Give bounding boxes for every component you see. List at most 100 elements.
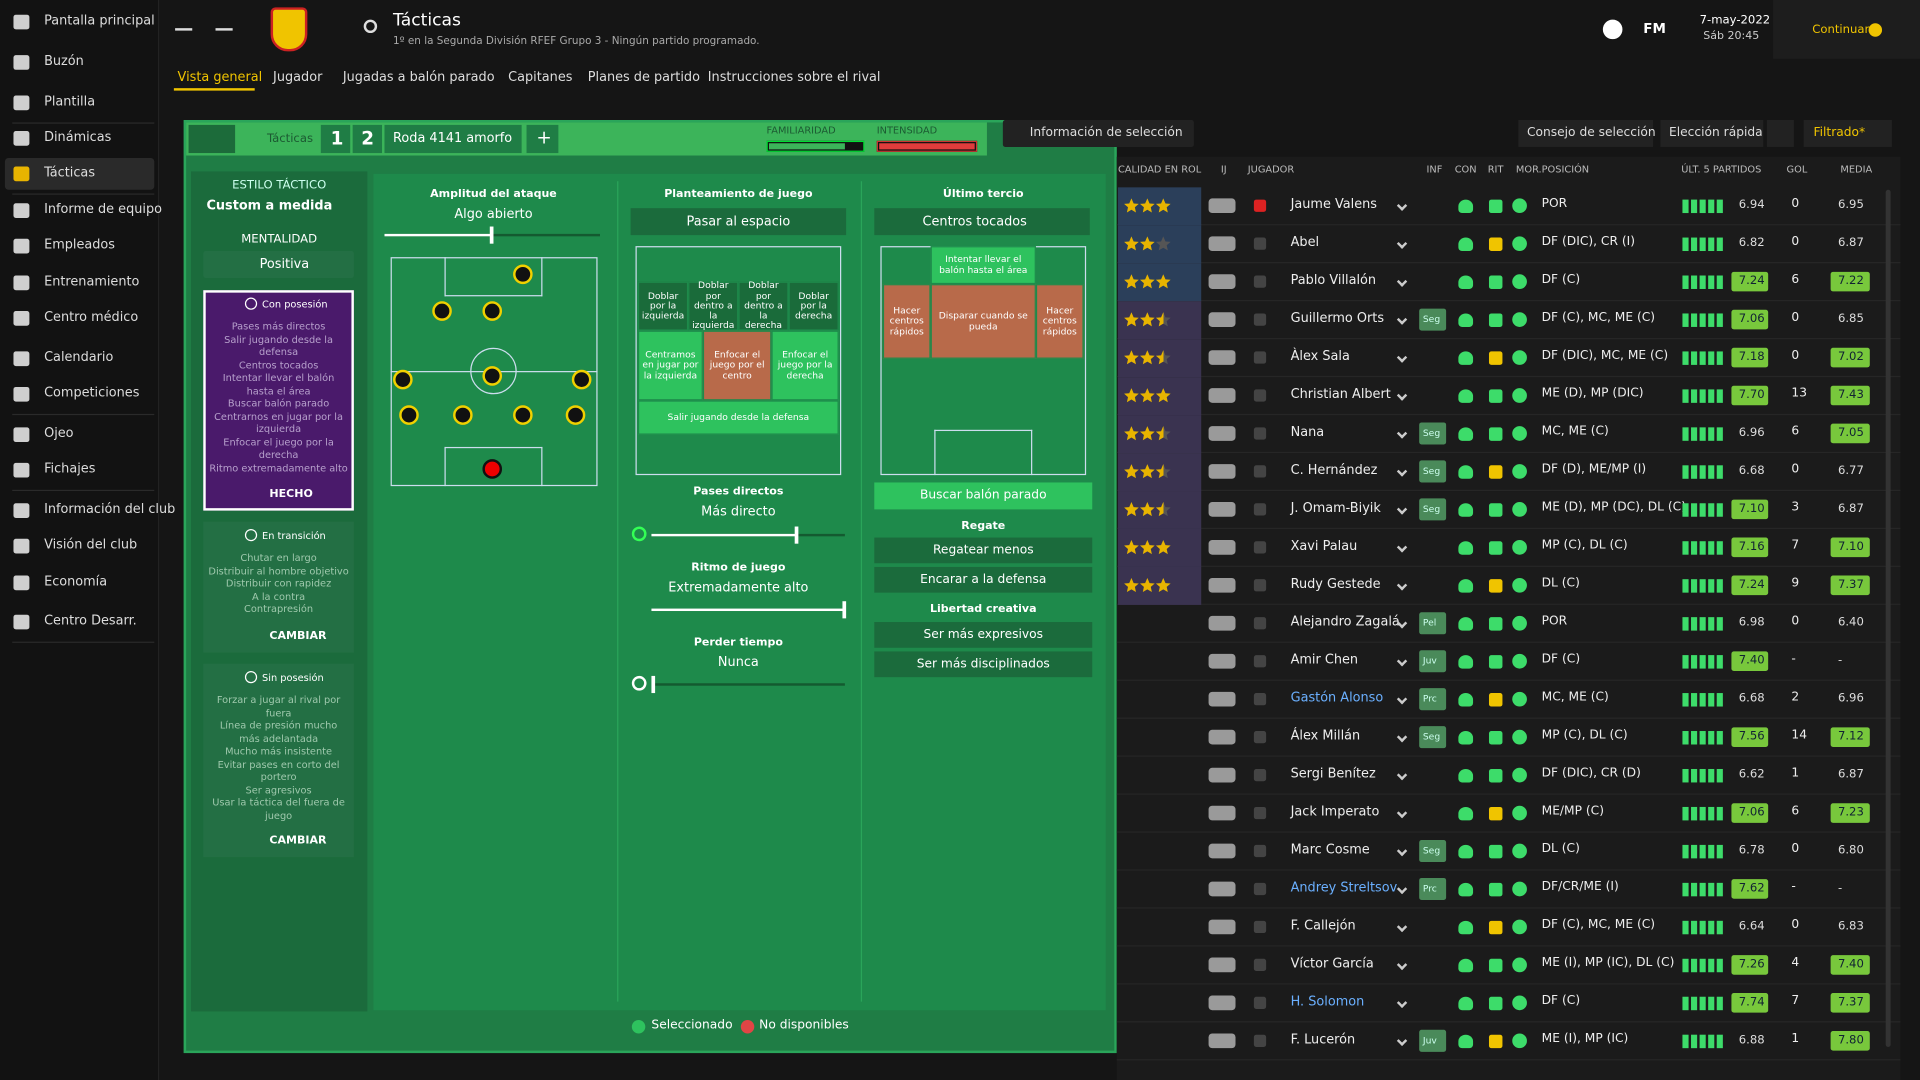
nav-item[interactable]: Plantilla	[44, 94, 96, 109]
player-name[interactable]: F. Lucerón	[1290, 1032, 1356, 1047]
phase-card[interactable]	[203, 521, 354, 653]
nav-item[interactable]: Tácticas	[44, 165, 96, 181]
nav-item[interactable]: Visión del club	[44, 537, 138, 553]
tab[interactable]: Jugadas a balón parado	[342, 69, 495, 85]
player-name[interactable]: H. Solomon	[1290, 994, 1365, 1009]
player-name[interactable]: Xavi Palau	[1290, 538, 1358, 554]
slider-handle[interactable]	[794, 526, 799, 544]
player-name[interactable]: Víctor García	[1290, 956, 1374, 972]
phase-button[interactable]: CAMBIAR	[269, 630, 327, 643]
instruction-bg[interactable]	[874, 651, 1093, 678]
player-name[interactable]: Christian Albert	[1290, 386, 1391, 402]
player-name[interactable]: Rudy Gestede	[1290, 576, 1381, 592]
player-dot[interactable]	[571, 369, 592, 390]
nav-item[interactable]: Buzón	[44, 53, 84, 69]
table-row[interactable]	[1116, 757, 1901, 795]
player-name[interactable]: Nana	[1290, 424, 1325, 440]
table-row[interactable]	[1116, 1022, 1901, 1061]
player-dot[interactable]	[482, 366, 503, 386]
pitch-zone[interactable]: Enfocar el juego por el centro	[702, 330, 772, 401]
pitch-zone[interactable]: Doblar por la derecha	[788, 281, 839, 331]
phase-card[interactable]	[203, 663, 354, 858]
final-third-box[interactable]	[874, 208, 1090, 236]
nav-item[interactable]: Entrenamiento	[44, 274, 140, 289]
collapse-button[interactable]	[188, 124, 236, 154]
forward-arrow[interactable]	[215, 28, 233, 31]
player-name[interactable]: Guillermo Orts	[1290, 311, 1385, 326]
table-row[interactable]	[1116, 491, 1901, 529]
player-dot[interactable]	[482, 459, 503, 479]
pitch-zone[interactable]: Enfocar el juego por la derecha	[771, 330, 839, 401]
table-row[interactable]	[1116, 643, 1901, 681]
pitch-zone[interactable]: Intentar llevar el balón hasta el área	[930, 246, 1036, 285]
table-row[interactable]	[1116, 871, 1901, 909]
player-name[interactable]: Gastón Alonso	[1290, 690, 1384, 706]
slot-2-bg[interactable]	[352, 124, 383, 154]
nav-item[interactable]: Calendario	[44, 350, 114, 365]
table-row[interactable]	[1116, 833, 1901, 871]
pitch-zone[interactable]: Doblar por dentro a la derecha	[738, 280, 789, 331]
player-name[interactable]: Àlex Sala	[1290, 348, 1350, 364]
player-name[interactable]: J. Omam-Biyik	[1290, 500, 1381, 516]
player-dot[interactable]	[482, 301, 503, 321]
player-dot[interactable]	[513, 264, 533, 285]
pitch-zone[interactable]: Disparar cuando se pueda	[930, 284, 1036, 359]
table-row[interactable]	[1116, 415, 1901, 454]
pitch-zone[interactable]: Doblar por dentro a la izquierda	[688, 280, 739, 331]
phase-button[interactable]: HECHO	[269, 488, 313, 501]
table-row[interactable]	[1116, 605, 1901, 643]
player-name[interactable]: Alejandro Zagalá	[1290, 614, 1400, 630]
nav-item[interactable]: Competiciones	[44, 385, 140, 401]
table-row[interactable]	[1116, 377, 1901, 416]
table-row[interactable]	[1116, 909, 1901, 947]
continue-button[interactable]: Continuar	[1812, 23, 1870, 37]
table-row[interactable]	[1116, 225, 1901, 264]
player-name[interactable]: Jack Imperato	[1290, 804, 1380, 820]
nav-item[interactable]: Ojeo	[44, 426, 74, 441]
pitch-zone[interactable]: Doblar por la izquierda	[637, 281, 689, 331]
player-dot[interactable]	[399, 405, 419, 425]
toolbar-button-bg[interactable]	[1660, 120, 1764, 147]
instruction-bg[interactable]	[874, 566, 1093, 593]
phase-button[interactable]: CAMBIAR	[269, 835, 327, 848]
player-dot[interactable]	[393, 369, 413, 390]
table-row[interactable]	[1116, 947, 1901, 985]
tab[interactable]: Capitanes	[508, 69, 573, 85]
mentality-box[interactable]	[203, 251, 354, 278]
nav-item[interactable]: Empleados	[44, 237, 115, 253]
nav-item[interactable]: Pantalla principal	[44, 13, 155, 29]
nav-item[interactable]: Fichajes	[44, 461, 96, 477]
pitch-zone[interactable]: Centramos en jugar por la izquierda	[637, 330, 703, 401]
nav-item[interactable]: Información del club	[44, 502, 176, 517]
nav-item[interactable]: Centro Desarr.	[44, 613, 137, 629]
player-name[interactable]: Amir Chen	[1290, 652, 1359, 668]
table-row[interactable]	[1116, 301, 1901, 340]
slider-handle[interactable]	[842, 601, 847, 619]
table-row[interactable]	[1116, 529, 1901, 567]
table-row[interactable]	[1116, 795, 1901, 833]
slider-handle[interactable]	[651, 675, 656, 694]
tab[interactable]: Instrucciones sobre el rival	[707, 69, 881, 85]
tab[interactable]: Jugador	[273, 69, 323, 85]
player-name[interactable]: Abel	[1290, 235, 1320, 250]
toolbar-button-bg[interactable]	[1518, 120, 1654, 147]
nav-item[interactable]: Dinámicas	[44, 129, 112, 145]
instruction-bg[interactable]	[874, 622, 1093, 648]
nav-item[interactable]: Economía	[44, 574, 108, 589]
tab[interactable]: Vista general	[177, 69, 263, 85]
player-name[interactable]: F. Callejón	[1290, 918, 1356, 934]
toolbar-button-bg[interactable]	[1766, 120, 1794, 147]
player-name[interactable]: Álex Millán	[1290, 728, 1361, 744]
table-row[interactable]	[1116, 263, 1901, 302]
player-dot[interactable]	[432, 301, 452, 321]
style-value[interactable]: Custom a medida	[206, 198, 333, 214]
table-row[interactable]	[1116, 453, 1901, 492]
table-row[interactable]	[1116, 339, 1901, 378]
instruction-bg[interactable]	[874, 537, 1093, 564]
table-row[interactable]	[1116, 567, 1901, 605]
tab[interactable]: Planes de partido	[587, 69, 700, 85]
player-name[interactable]: Sergi Benítez	[1290, 766, 1376, 782]
table-row[interactable]	[1116, 984, 1901, 1023]
table-row[interactable]	[1116, 681, 1901, 719]
toolbar-button-bg[interactable]	[1002, 120, 1194, 147]
